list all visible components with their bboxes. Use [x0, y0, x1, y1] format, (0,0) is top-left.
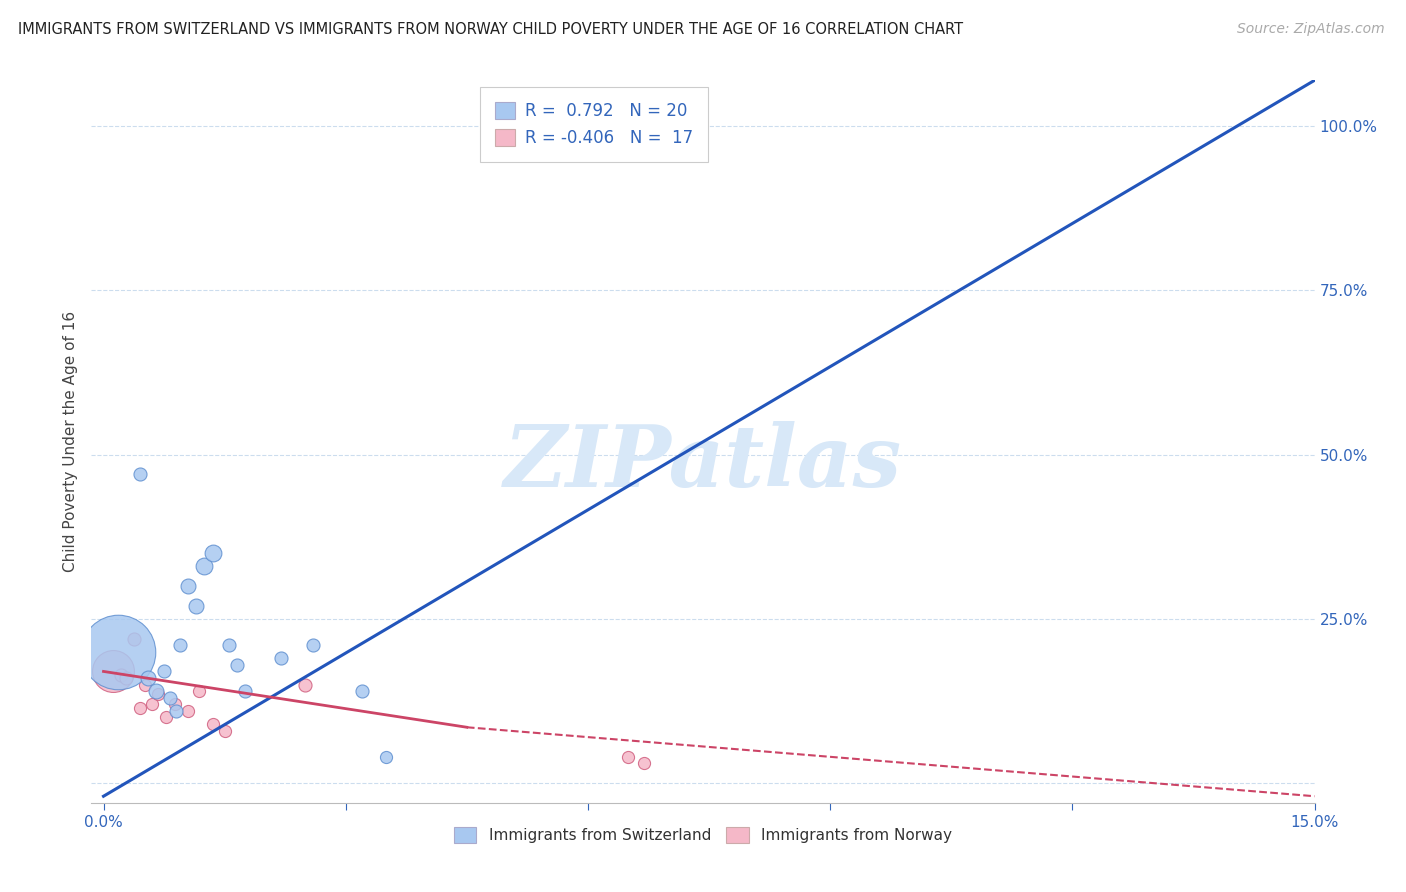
Legend: Immigrants from Switzerland, Immigrants from Norway: Immigrants from Switzerland, Immigrants …	[447, 822, 959, 849]
Point	[633, 756, 655, 771]
Point	[270, 651, 292, 665]
Text: IMMIGRANTS FROM SWITZERLAND VS IMMIGRANTS FROM NORWAY CHILD POVERTY UNDER THE AG: IMMIGRANTS FROM SWITZERLAND VS IMMIGRANT…	[18, 22, 963, 37]
Point	[214, 723, 236, 738]
Point	[201, 717, 224, 731]
Point	[350, 684, 373, 698]
Point	[155, 710, 177, 724]
Point	[128, 467, 150, 482]
Point	[177, 579, 200, 593]
Point	[115, 671, 138, 685]
Point	[633, 139, 655, 153]
Point	[177, 704, 200, 718]
Point	[153, 665, 176, 679]
Text: Source: ZipAtlas.com: Source: ZipAtlas.com	[1237, 22, 1385, 37]
Point	[163, 698, 186, 712]
Y-axis label: Child Poverty Under the Age of 16: Child Poverty Under the Age of 16	[63, 311, 79, 572]
Point	[122, 632, 145, 646]
Point	[218, 638, 240, 652]
Point	[136, 671, 159, 685]
Point	[617, 749, 640, 764]
Point	[103, 665, 125, 679]
Point	[302, 638, 325, 652]
Point	[107, 645, 129, 659]
Point	[141, 698, 163, 712]
Text: ZIPatlas: ZIPatlas	[503, 421, 903, 505]
Point	[225, 657, 247, 672]
Point	[201, 546, 224, 560]
Point	[169, 638, 191, 652]
Point	[165, 704, 187, 718]
Point	[148, 687, 170, 701]
Point	[186, 599, 208, 613]
Point	[187, 684, 209, 698]
Point	[110, 667, 132, 681]
Point	[128, 700, 150, 714]
Point	[145, 684, 167, 698]
Point	[159, 690, 181, 705]
Point	[193, 559, 215, 574]
Point	[134, 677, 156, 691]
Point	[375, 749, 398, 764]
Point	[294, 677, 316, 691]
Point	[233, 684, 256, 698]
